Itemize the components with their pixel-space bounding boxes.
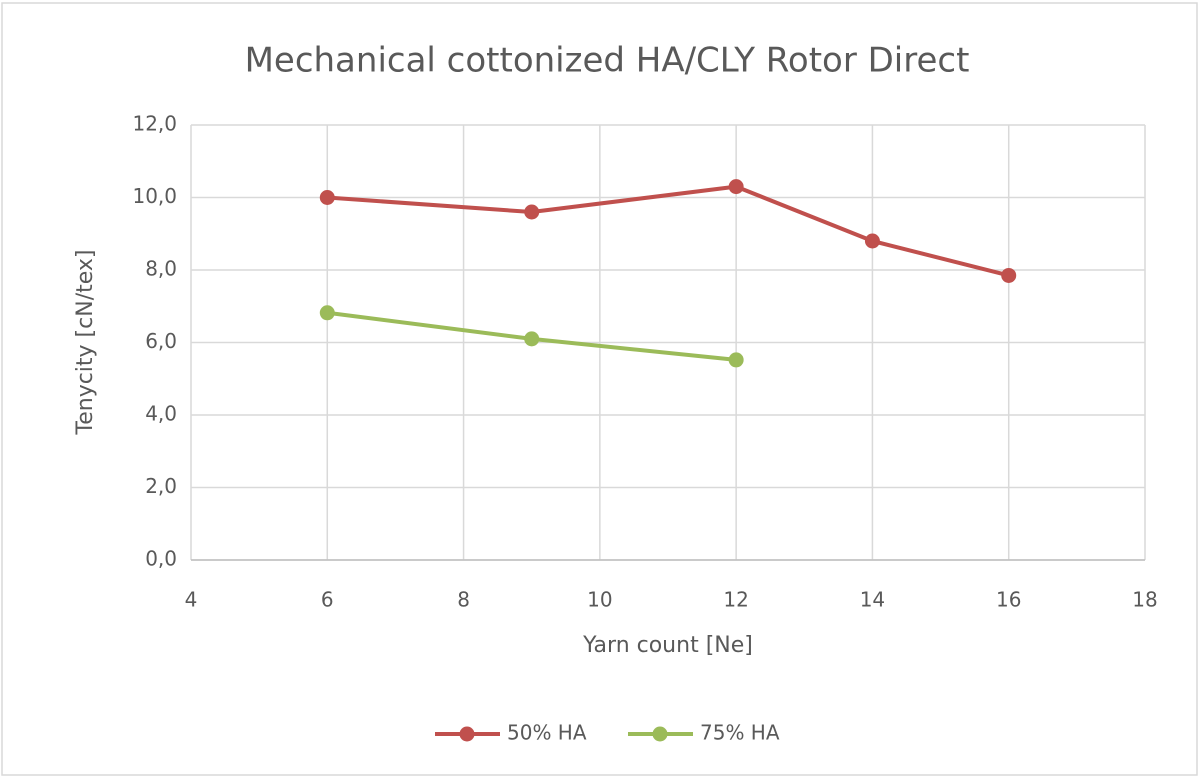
legend-marker bbox=[652, 726, 668, 742]
x-tick-label: 4 bbox=[185, 588, 198, 612]
y-tick-label: 2,0 bbox=[145, 474, 177, 498]
x-tick-label: 6 bbox=[321, 588, 334, 612]
y-axis-label: Tenycity [cN/tex] bbox=[73, 250, 98, 436]
data-point bbox=[728, 179, 744, 195]
y-tick-label: 10,0 bbox=[132, 184, 177, 208]
x-axis-label: Yarn count [Ne] bbox=[582, 633, 753, 658]
y-tick-label: 8,0 bbox=[145, 257, 177, 281]
x-tick-label: 16 bbox=[996, 588, 1021, 612]
y-tick-label: 0,0 bbox=[145, 547, 177, 571]
y-tick-label: 12,0 bbox=[132, 112, 177, 136]
y-tick-label: 6,0 bbox=[145, 329, 177, 353]
legend-label: 50% HA bbox=[507, 721, 587, 745]
x-tick-label: 8 bbox=[457, 588, 470, 612]
x-tick-label: 10 bbox=[587, 588, 612, 612]
legend-marker bbox=[459, 726, 475, 742]
data-point bbox=[524, 204, 540, 220]
chart-title: Mechanical cottonized HA/CLY Rotor Direc… bbox=[245, 41, 970, 81]
data-point bbox=[728, 352, 744, 368]
legend-label: 75% HA bbox=[700, 721, 780, 745]
data-point bbox=[864, 233, 880, 249]
x-tick-label: 14 bbox=[860, 588, 885, 612]
x-tick-label: 18 bbox=[1132, 588, 1157, 612]
data-point bbox=[319, 190, 335, 205]
x-tick-label: 12 bbox=[723, 588, 748, 612]
y-tick-label: 4,0 bbox=[145, 402, 177, 426]
data-point bbox=[319, 305, 335, 321]
data-point bbox=[524, 331, 540, 347]
data-point bbox=[1001, 267, 1017, 283]
